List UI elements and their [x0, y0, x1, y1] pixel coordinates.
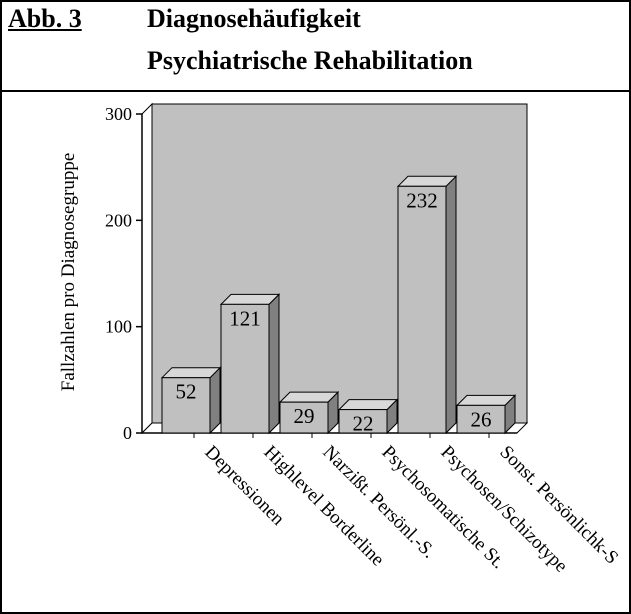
bar-top — [219, 293, 281, 305]
y-tick-label: 0 — [123, 423, 132, 443]
chart-bars: 52 121 29 22 232 26 — [160, 175, 517, 436]
bar-top — [337, 399, 399, 411]
y-tick-label: 200 — [105, 210, 132, 230]
plot-side-wall — [141, 102, 153, 435]
y-axis-label: Fallzahlen pro Diagnosegruppe — [58, 153, 79, 391]
bar — [161, 377, 211, 434]
bar-data-label: 121 — [229, 306, 261, 330]
figure-header: Abb. 3 Diagnosehäufigkeit Psychiatrische… — [2, 2, 629, 92]
bar-side — [268, 293, 280, 435]
bar-data-label: 29 — [294, 404, 315, 428]
bar — [220, 303, 270, 434]
bar-data-label: 22 — [353, 412, 374, 436]
bar — [397, 185, 447, 434]
bar-top — [160, 367, 222, 379]
figure-label: Abb. 3 — [8, 4, 82, 33]
bar-top — [455, 394, 517, 406]
y-tick-label: 300 — [105, 104, 132, 124]
bar-data-label: 26 — [471, 407, 492, 431]
bar — [456, 404, 506, 434]
bar — [338, 409, 388, 434]
chart-title-line-2: Psychiatrische Rehabilitation — [147, 46, 473, 75]
bar-side — [445, 175, 457, 435]
bar-data-label: 232 — [406, 188, 438, 212]
chart-title-line-1: Diagnosehäufigkeit — [147, 4, 361, 33]
bar-top — [278, 391, 340, 403]
chart-axes: 0 100 200 300 — [105, 104, 517, 443]
x-tick-label: Narzißt. Persönl.-S. — [318, 442, 439, 563]
bar-data-label: 52 — [176, 380, 197, 404]
bar — [279, 401, 329, 434]
bar-top — [396, 175, 458, 187]
bar-side — [209, 366, 221, 435]
y-tick-label: 100 — [105, 317, 132, 337]
